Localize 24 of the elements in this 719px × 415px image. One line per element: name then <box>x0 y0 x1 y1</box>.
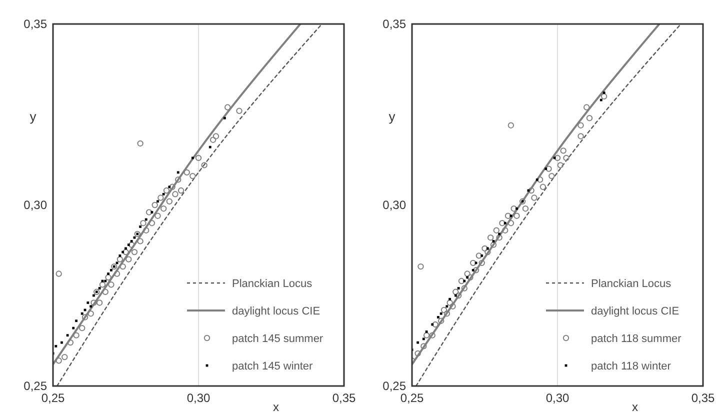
y-tick-label: 0,35 <box>24 17 48 31</box>
x-tick-label: 0,30 <box>186 391 210 405</box>
y-tick-label: 0,35 <box>382 17 406 31</box>
x-tick-label: 0,25 <box>400 391 424 405</box>
legend-label: daylight locus CIE <box>591 306 680 318</box>
x-tick-label: 0,35 <box>691 391 715 405</box>
legend-label: patch 118 winter <box>591 360 672 372</box>
x-axis-title: x <box>273 400 279 414</box>
y-tick-label: 0,30 <box>24 198 48 212</box>
legend-label: patch 145 winter <box>232 360 314 372</box>
legend-label: Planckian Locus <box>232 278 313 290</box>
x-tick-label: 0,25 <box>41 391 65 405</box>
y-tick-label: 0,30 <box>382 198 406 212</box>
y-axis-title: y <box>30 109 37 124</box>
legend-label: patch 118 summer <box>591 333 682 345</box>
legend-label: Planckian Locus <box>591 278 672 290</box>
x-tick-label: 0,35 <box>332 391 356 405</box>
x-tick-label: 0,30 <box>546 391 570 405</box>
y-tick-label: 0,25 <box>382 379 406 393</box>
legend-label: daylight locus CIE <box>232 306 320 318</box>
x-axis-title: x <box>632 400 638 414</box>
legend-label: patch 145 summer <box>232 333 324 345</box>
y-tick-label: 0,25 <box>24 379 48 393</box>
y-axis-title: y <box>388 109 396 124</box>
